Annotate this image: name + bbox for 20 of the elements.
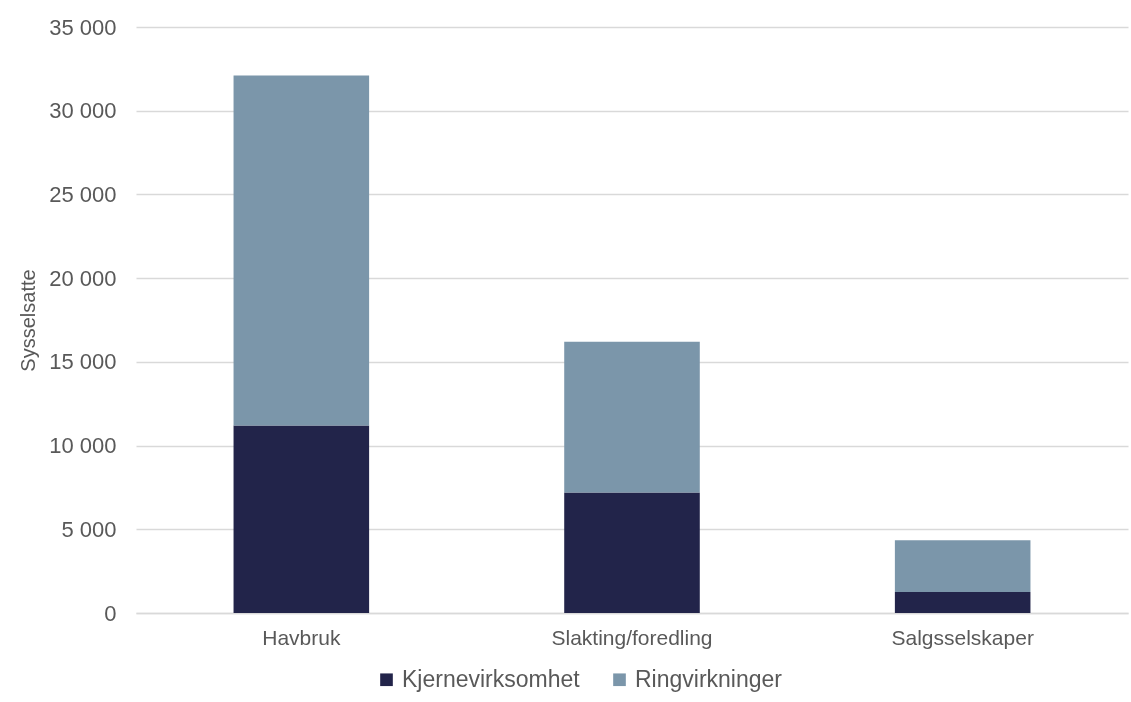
bar bbox=[233, 425, 370, 613]
y-tick-label: 5 000 bbox=[61, 516, 117, 542]
x-tick-label: Slakting/foredling bbox=[551, 625, 713, 649]
y-tick-label: 0 bbox=[104, 600, 117, 626]
bar bbox=[233, 75, 370, 426]
bar bbox=[894, 592, 1031, 613]
y-tick-label: 20 000 bbox=[49, 265, 117, 291]
y-tick-label: 35 000 bbox=[49, 14, 117, 40]
bar bbox=[564, 341, 700, 493]
bar bbox=[894, 540, 1031, 593]
bar bbox=[564, 492, 700, 613]
x-tick-label: Havbruk bbox=[262, 625, 341, 649]
x-tick-label: Salgsselskaper bbox=[891, 625, 1034, 649]
y-tick-label: 30 000 bbox=[49, 98, 117, 124]
y-tick-label: 15 000 bbox=[49, 349, 117, 375]
y-axis-title: Sysselsatte bbox=[17, 269, 40, 372]
legend-label: Kjernevirksomhet bbox=[402, 665, 581, 692]
y-tick-label: 25 000 bbox=[49, 181, 117, 207]
y-tick-label: 10 000 bbox=[49, 433, 117, 459]
legend-label: Ringvirkninger bbox=[635, 665, 783, 692]
